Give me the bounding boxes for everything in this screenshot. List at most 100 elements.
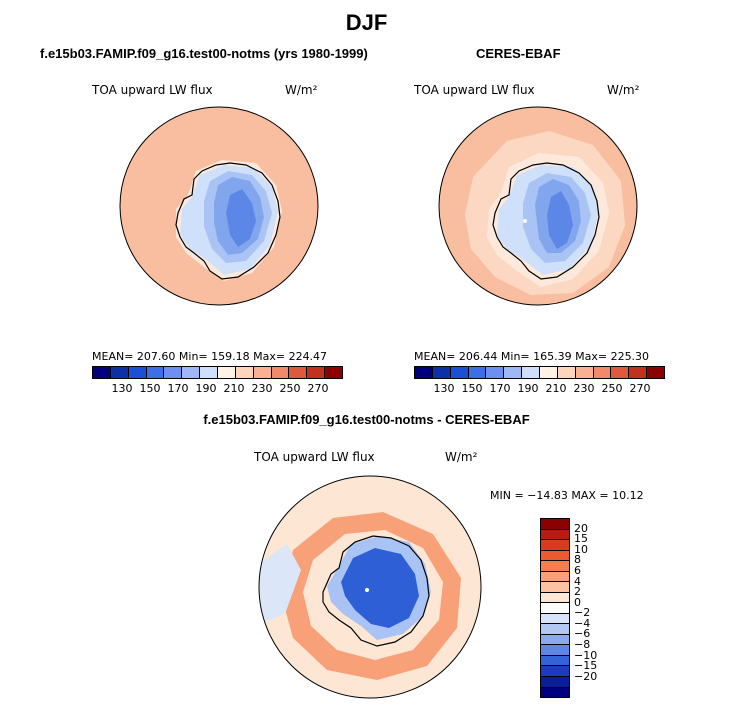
panel3-stats: MIN = −14.83 MAX = 10.12	[490, 489, 644, 502]
panel3-colorbar-tick: 20	[574, 521, 588, 535]
panel3-colorbar-swatch	[541, 645, 569, 656]
panel3-colorbar-ticks: 20 15 10 8 6 4 2 0 −2 −4 −6 −8 −10 −15 −20	[574, 518, 614, 698]
panel3-colorbar-tick: −2	[574, 606, 591, 620]
panel3-map	[258, 475, 482, 699]
panel1-colorbar-swatch	[271, 367, 290, 378]
panel1-colorbar-swatch	[93, 367, 111, 378]
panel2-pole-dot	[523, 219, 527, 223]
panel1-colorbar-swatch	[253, 367, 272, 378]
panel2-colorbar-swatch	[540, 367, 558, 378]
panel3-colorbar-swatch	[541, 550, 569, 562]
panel2-colorbar-swatch	[486, 367, 505, 378]
panel2-colorbar-ticks: 130 150 170 190 210 230 250 270	[430, 382, 654, 395]
panel2-colorbar-swatch	[432, 367, 451, 378]
panel3-colorbar-swatch	[541, 687, 569, 698]
panel3-coastline	[322, 535, 430, 647]
panel3-units: W/m²	[445, 450, 478, 464]
panel1-colorbar-tick: 130	[111, 382, 133, 395]
panel1-colorbar-tick: 210	[223, 382, 245, 395]
panel1-colorbar-swatch	[128, 367, 147, 378]
panel2-colorbar-swatch	[522, 367, 541, 378]
panel1-colorbar-swatch	[164, 367, 183, 378]
panel3-colorbar-tick: −20	[574, 669, 598, 683]
panel3-colorbar-swatch	[541, 613, 569, 625]
panel2-colorbar-tick: 190	[517, 382, 539, 395]
panel1-colorbar-ticks: 130 150 170 190 210 230 250 270	[108, 382, 332, 395]
panel3-colorbar	[540, 518, 570, 698]
panel1-colorbar-tick: 270	[307, 382, 329, 395]
panel3-colorbar-tick: 2	[574, 585, 581, 599]
panel1-ice-deep	[226, 189, 256, 247]
panel1-colorbar-swatch	[182, 367, 201, 378]
panel2-colorbar-tick: 250	[601, 382, 623, 395]
panel2-colorbar-tick: 270	[629, 382, 651, 395]
panel3-colorbar-swatch	[541, 561, 569, 572]
panel2-stats: MEAN= 206.44 Min= 165.39 Max= 225.30	[414, 350, 650, 363]
panel1-coastline	[175, 162, 281, 280]
panel1-map	[119, 106, 319, 306]
panel3-colorbar-swatch	[541, 624, 569, 635]
panel2-colorbar-swatch	[629, 367, 648, 378]
panel2-colorbar-swatch	[593, 367, 612, 378]
panel3-variable: TOA upward LW flux	[254, 450, 375, 464]
panel3-colorbar-swatch	[541, 571, 569, 583]
panel2-coastline	[492, 162, 600, 280]
panel3-pole-dot	[365, 588, 369, 592]
panel2-map	[438, 106, 638, 306]
panel2-colorbar-tick: 170	[489, 382, 511, 395]
panel3-colorbar-swatch	[541, 676, 569, 688]
panel3-pale-blue-west	[259, 544, 301, 624]
panel2-colorbar-swatch	[415, 367, 433, 378]
panel1-colorbar-swatch	[289, 367, 308, 378]
panel2-colorbar-tick: 210	[545, 382, 567, 395]
panel2-units: W/m²	[607, 83, 640, 97]
panel3-colorbar-swatch	[541, 582, 569, 593]
panel3-colorbar-swatch	[541, 529, 569, 541]
panel3-colorbar-tick: 4	[574, 574, 581, 588]
panel3-colorbar-tick: 15	[574, 532, 588, 546]
panel1-colorbar-swatch	[200, 367, 219, 378]
panel3-colorbar-tick: −6	[574, 627, 591, 641]
main-title: DJF	[345, 10, 388, 35]
panel2-colorbar	[414, 366, 665, 379]
panel1-colorbar-tick: 150	[139, 382, 161, 395]
panel2-title: CERES-EBAF	[476, 46, 561, 61]
panel3-colorbar-swatch	[541, 540, 569, 551]
panel2-variable: TOA upward LW flux	[414, 83, 535, 97]
panel2-colorbar-swatch	[575, 367, 594, 378]
panel1-stats: MEAN= 207.60 Min= 159.18 Max= 224.47	[92, 350, 328, 363]
panel3-colorbar-swatch	[541, 655, 569, 667]
panel3-colorbar-swatch	[541, 592, 569, 604]
panel3-colorbar-tick: 6	[574, 563, 581, 577]
panel1-variable: TOA upward LW flux	[92, 83, 213, 97]
panel3-colorbar-swatch	[541, 634, 569, 646]
panel3-ice-deep	[341, 548, 419, 628]
panel1-colorbar-swatch	[110, 367, 129, 378]
panel3-title: f.e15b03.FAMIP.f09_g16.test00-notms - CE…	[203, 412, 530, 427]
panel1-colorbar-swatch	[146, 367, 165, 378]
panel1-colorbar-tick: 190	[195, 382, 217, 395]
panel1-colorbar-tick: 170	[167, 382, 189, 395]
panel3-colorbar-tick: 10	[574, 542, 588, 556]
panel2-colorbar-swatch	[611, 367, 630, 378]
panel2-colorbar-swatch	[468, 367, 487, 378]
panel3-colorbar-swatch	[541, 603, 569, 614]
panel3-colorbar-tick: −4	[574, 616, 591, 630]
panel2-colorbar-swatch	[450, 367, 469, 378]
panel1-colorbar-swatch	[235, 367, 254, 378]
panel1-colorbar	[92, 366, 343, 379]
panel2-colorbar-tick: 230	[573, 382, 595, 395]
panel2-colorbar-tick: 150	[461, 382, 483, 395]
panel2-colorbar-swatch	[557, 367, 576, 378]
panel2-colorbar-tick: 130	[433, 382, 455, 395]
panel1-colorbar-tick: 250	[279, 382, 301, 395]
panel3-colorbar-tick: 0	[574, 595, 581, 609]
panel3-colorbar-swatch	[541, 519, 569, 530]
panel2-colorbar-swatch	[647, 367, 665, 378]
panel3-colorbar-swatch	[541, 666, 569, 677]
panel1-colorbar-tick: 230	[251, 382, 273, 395]
panel2-ice-deep	[547, 191, 573, 249]
panel3-colorbar-tick: 8	[574, 553, 581, 567]
panel3-colorbar-tick: −8	[574, 638, 591, 652]
panel1-title: f.e15b03.FAMIP.f09_g16.test00-notms (yrs…	[40, 46, 368, 61]
